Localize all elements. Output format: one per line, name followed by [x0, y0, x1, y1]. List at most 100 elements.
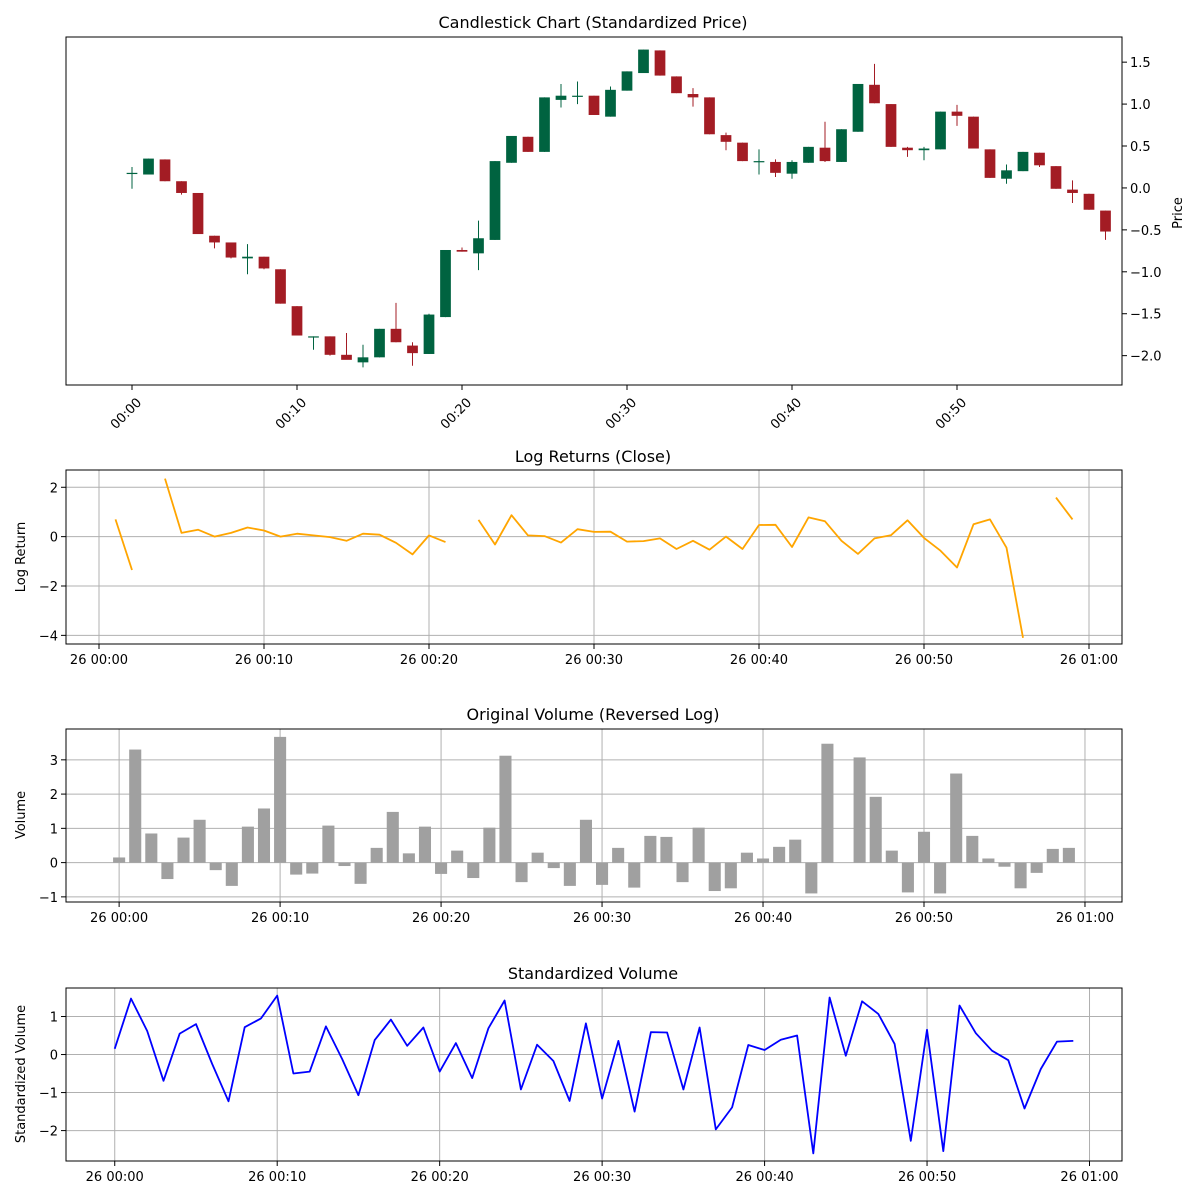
volume-bar-28	[563, 862, 576, 886]
volume-bar-7	[225, 862, 238, 886]
candle-body-0	[126, 172, 138, 175]
standardized-volume-x-tick-label-2: 26 00:20	[411, 1170, 469, 1185]
volume-bar-11	[290, 862, 303, 875]
candle-body-2	[159, 159, 171, 182]
volume-bar-38	[724, 862, 737, 889]
volume-bar-49	[901, 862, 914, 893]
candle-body-19	[440, 249, 451, 318]
volume-frame	[65, 728, 1123, 903]
volume-bar-30	[596, 862, 609, 885]
standardized-volume-grid	[66, 988, 1122, 1161]
log-returns-grid	[66, 470, 1122, 644]
standardized-volume-x-tick-label-3: 26 00:30	[573, 1170, 631, 1185]
candle-body-18	[423, 314, 435, 354]
volume-bar-29	[579, 819, 592, 863]
candle-body-26	[555, 95, 567, 100]
volume-x-tick-label-3: 26 00:30	[573, 911, 631, 926]
volume-bar-58	[1046, 848, 1059, 863]
volume-bar-35	[676, 862, 689, 883]
volume-x-tick-label-4: 26 00:40	[734, 911, 792, 926]
log-returns-x-tick-label-2: 26 00:20	[400, 653, 458, 668]
volume-bar-19	[418, 826, 432, 863]
log-returns-x-tick-label-6: 26 01:00	[1060, 653, 1118, 668]
volume-bar-17	[386, 811, 399, 863]
volume-bar-15	[354, 862, 367, 884]
candle-y-tick-label-5: −1.0	[1130, 266, 1162, 281]
standardized-volume-x-tick-label-4: 26 00:40	[736, 1170, 794, 1185]
volume-bar-16	[370, 847, 383, 863]
volume-bar-10	[274, 736, 287, 863]
candle-body-10	[291, 306, 303, 336]
log-returns-frame	[65, 469, 1123, 645]
candle-body-41	[803, 146, 814, 163]
candle-x-tick-label-1: 00:10	[273, 395, 310, 432]
log-returns-y-tick-label-3: −4	[39, 629, 58, 644]
volume-bar-2	[145, 833, 158, 863]
candle-body-36	[720, 135, 732, 142]
candle-body-55	[1034, 152, 1045, 166]
volume-bar-50	[917, 831, 931, 863]
volume-bar-59	[1062, 847, 1075, 863]
volume-bar-25	[515, 862, 528, 883]
candle-body-22	[489, 161, 501, 240]
candle-y-tick-label-2: 0.5	[1130, 140, 1151, 155]
standardized-volume-y-tick-label-2: −1	[39, 1087, 58, 1102]
log-returns-series-0-segment-0	[114, 519, 133, 571]
volume-bar-4	[177, 837, 190, 863]
candle-y-tick-label-3: 0.0	[1130, 182, 1151, 197]
candle-body-5	[209, 235, 220, 243]
candle-body-43	[836, 129, 847, 162]
volume-bar-37	[708, 862, 721, 892]
log-returns-y-tick-label-0: 2	[50, 481, 58, 496]
candle-body-40	[786, 161, 798, 174]
candle-body-54	[1017, 151, 1029, 172]
candle-body-38	[753, 161, 765, 163]
log-returns-x-tick-label-1: 26 00:10	[235, 653, 293, 668]
volume-grid	[66, 729, 1122, 902]
volume-bar-27	[547, 862, 560, 869]
volume-bar-21	[451, 850, 464, 863]
volume-bar-20	[435, 862, 448, 874]
candle-body-52	[984, 149, 996, 178]
volume-bar-32	[628, 862, 641, 888]
volume-x-tick-label-0: 26 00:00	[90, 911, 148, 926]
standardized-volume-y-tick-label-3: −2	[39, 1125, 58, 1140]
volume-y-tick-label-2: 1	[50, 822, 58, 837]
candle-body-24	[522, 136, 534, 152]
candle-body-35	[704, 97, 715, 135]
candle-body-34	[687, 94, 699, 98]
candle-body-42	[819, 147, 831, 162]
candle-body-46	[885, 104, 897, 147]
volume-bar-36	[692, 827, 705, 863]
standardized-volume-x-tick-label-6: 26 01:00	[1060, 1170, 1118, 1185]
volume-bar-40	[756, 858, 770, 863]
volume-title: Original Volume (Reversed Log)	[467, 705, 720, 724]
candle-body-11	[308, 336, 319, 338]
log-returns-x-tick-label-4: 26 00:40	[730, 653, 788, 668]
candle-body-32	[654, 50, 666, 76]
candle-body-50	[951, 111, 963, 116]
candle-body-58	[1083, 193, 1095, 210]
candle-body-44	[852, 83, 864, 132]
standardized-volume-y-tick-label-0: 1	[50, 1011, 58, 1026]
candle-body-30	[621, 71, 633, 91]
volume-bar-9	[257, 808, 271, 863]
log-returns-series-0-segment-3	[1055, 497, 1074, 520]
volume-bar-51	[934, 862, 947, 894]
candle-body-16	[390, 328, 402, 343]
candle-body-53	[1001, 170, 1012, 179]
candle-body-48	[918, 148, 930, 151]
log-returns-panel: Log Returns (Close) Log Return 26 00:00 2…	[14, 447, 1123, 668]
log-returns-series-0-segment-1	[164, 478, 446, 556]
volume-y-tick-label-1: 2	[50, 788, 58, 803]
candle-body-59	[1100, 210, 1111, 232]
log-returns-title: Log Returns (Close)	[515, 447, 671, 466]
candle-y-tick-label-4: −0.5	[1130, 224, 1162, 239]
candle-body-47	[902, 147, 913, 151]
candle-body-37	[737, 142, 748, 162]
candle-body-14	[357, 357, 369, 363]
volume-bar-47	[869, 796, 882, 863]
candle-x-tick-label-3: 00:30	[603, 395, 640, 432]
volume-x-tick-label-6: 26 01:00	[1056, 911, 1114, 926]
volume-bar-39	[740, 852, 753, 863]
